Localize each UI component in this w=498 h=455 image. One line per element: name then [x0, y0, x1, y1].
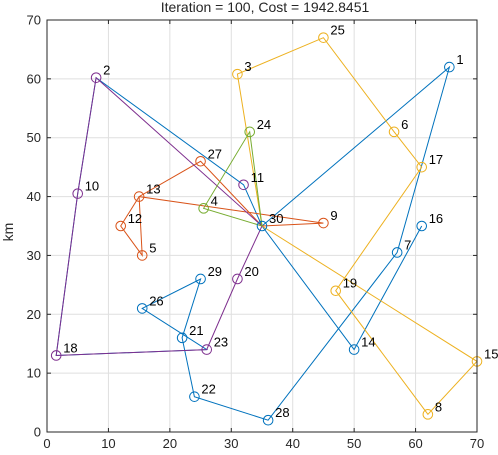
axes: 0 10 20 30 40 50 60 70 0 10 20 30 40 50 60 70: [27, 13, 485, 452]
route-line-1: [55, 65, 451, 421]
point-1: [444, 61, 455, 73]
point-2: [90, 72, 102, 83]
point-label-18: 18: [63, 340, 77, 355]
point-label-7: 7: [404, 237, 411, 252]
points: [50, 32, 483, 426]
x-tick-label: 0: [43, 436, 50, 451]
point-30: [256, 220, 268, 232]
point-17: [416, 161, 428, 173]
x-tick-label: 70: [470, 436, 484, 451]
point-label-27: 27: [208, 146, 222, 161]
x-tick-label: 50: [347, 436, 361, 451]
point-label-6: 6: [401, 117, 408, 132]
point-label-26: 26: [149, 293, 163, 308]
point-label-3: 3: [244, 59, 251, 74]
y-axis-label: km: [0, 223, 16, 242]
plot-frame: [46, 19, 478, 433]
point-label-5: 5: [149, 240, 156, 255]
point-4: [198, 203, 209, 214]
x-tick-label: 40: [285, 436, 299, 451]
point-25: [318, 32, 329, 43]
point-label-4: 4: [211, 193, 218, 208]
point-label-14: 14: [361, 335, 375, 350]
point-28: [262, 414, 274, 426]
y-tick-label: 50: [27, 130, 41, 145]
x-tick-label: 30: [224, 436, 238, 451]
y-tick-label: 0: [34, 425, 41, 440]
point-label-28: 28: [275, 405, 289, 420]
y-tick-label: 70: [27, 13, 41, 28]
point-5: [136, 250, 148, 261]
point-20: [232, 273, 243, 285]
x-tick-label: 10: [101, 436, 115, 451]
grid: [46, 19, 478, 433]
point-label-1: 1: [456, 52, 463, 67]
point-label-30: 30: [269, 211, 283, 226]
point-23: [201, 344, 213, 355]
point-10: [72, 188, 84, 199]
point-26: [136, 303, 148, 314]
point-3: [232, 68, 243, 80]
point-label-2: 2: [103, 63, 110, 78]
point-13: [133, 191, 145, 202]
y-tick-label: 30: [27, 248, 41, 263]
x-tick-label: 60: [408, 436, 422, 451]
point-18: [50, 350, 62, 361]
routes: [55, 37, 478, 421]
point-label-20: 20: [244, 264, 258, 279]
point-7: [391, 247, 403, 258]
point-11: [238, 179, 249, 191]
y-tick-label: 40: [27, 189, 41, 204]
point-label-23: 23: [214, 335, 228, 350]
point-label-10: 10: [85, 179, 99, 194]
chart-title: Iteration = 100, Cost = 1942.8451: [161, 0, 370, 15]
point-8: [422, 409, 434, 420]
point-label-21: 21: [189, 323, 203, 338]
point-9: [318, 217, 329, 229]
point-label-24: 24: [257, 117, 271, 132]
point-labels: 12 34567891011121314151617181920212223242…: [63, 23, 498, 421]
point-12: [115, 220, 127, 232]
point-24: [244, 126, 256, 138]
point-21: [176, 332, 188, 344]
point-22: [189, 391, 200, 402]
point-19: [330, 285, 342, 297]
point-label-12: 12: [128, 211, 142, 226]
route-line-5: [55, 76, 263, 357]
y-tick-label: 20: [27, 307, 41, 322]
route-line-3: [120, 160, 324, 258]
point-label-17: 17: [429, 152, 443, 167]
route-line-6: [202, 130, 263, 227]
route-line-4: [236, 37, 478, 416]
point-label-11: 11: [251, 170, 264, 185]
point-label-15: 15: [484, 346, 498, 361]
point-29: [195, 273, 206, 285]
y-tick-label: 60: [27, 71, 41, 86]
point-label-16: 16: [429, 211, 443, 226]
y-tick-label: 10: [27, 366, 41, 381]
point-label-13: 13: [146, 182, 160, 197]
point-14: [348, 344, 360, 355]
point-label-8: 8: [435, 399, 442, 414]
point-label-25: 25: [330, 23, 344, 38]
point-label-19: 19: [343, 276, 357, 291]
point-16: [416, 220, 428, 232]
point-27: [195, 155, 206, 167]
point-6: [388, 126, 400, 138]
x-tick-label: 20: [163, 436, 177, 451]
point-label-22: 22: [201, 382, 215, 397]
point-label-29: 29: [208, 264, 222, 279]
point-label-9: 9: [330, 208, 337, 223]
route-line-2: [261, 225, 423, 351]
